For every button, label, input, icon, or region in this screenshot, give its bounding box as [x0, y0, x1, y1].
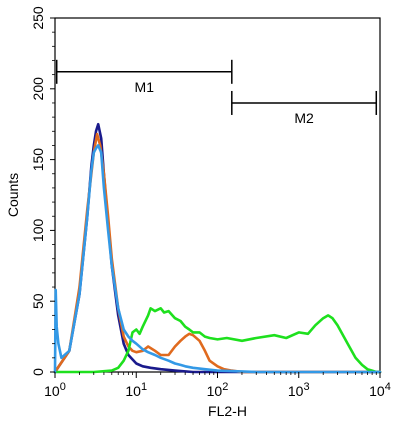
histogram-series — [53, 144, 382, 374]
marker-label: M2 — [294, 110, 314, 126]
y-tick-label: 200 — [30, 77, 46, 101]
y-tick-label: 100 — [30, 219, 46, 243]
histogram-series — [53, 132, 382, 374]
y-tick-label: 0 — [30, 368, 46, 376]
y-tick-label: 150 — [30, 148, 46, 172]
x-tick-label: 100 — [44, 381, 66, 399]
y-axis-label: Counts — [5, 173, 21, 217]
marker-gates: M1 M2 — [55, 59, 378, 126]
x-tick-label: 102 — [207, 381, 229, 399]
x-axis-label: FL2-H — [208, 403, 247, 419]
histogram-series — [53, 306, 382, 374]
y-axis-ticks: 0 50 100 150 200 250 — [30, 6, 55, 376]
series-layer — [53, 122, 382, 374]
histogram-series — [53, 122, 382, 374]
x-tick-label: 104 — [369, 381, 391, 399]
marker-label: M1 — [135, 79, 155, 95]
y-tick-label: 250 — [30, 6, 46, 30]
y-tick-label: 50 — [30, 293, 46, 309]
x-tick-label: 101 — [125, 381, 147, 399]
x-axis-ticks: 100 101 102 103 104 — [44, 372, 391, 399]
x-tick-label: 103 — [288, 381, 310, 399]
